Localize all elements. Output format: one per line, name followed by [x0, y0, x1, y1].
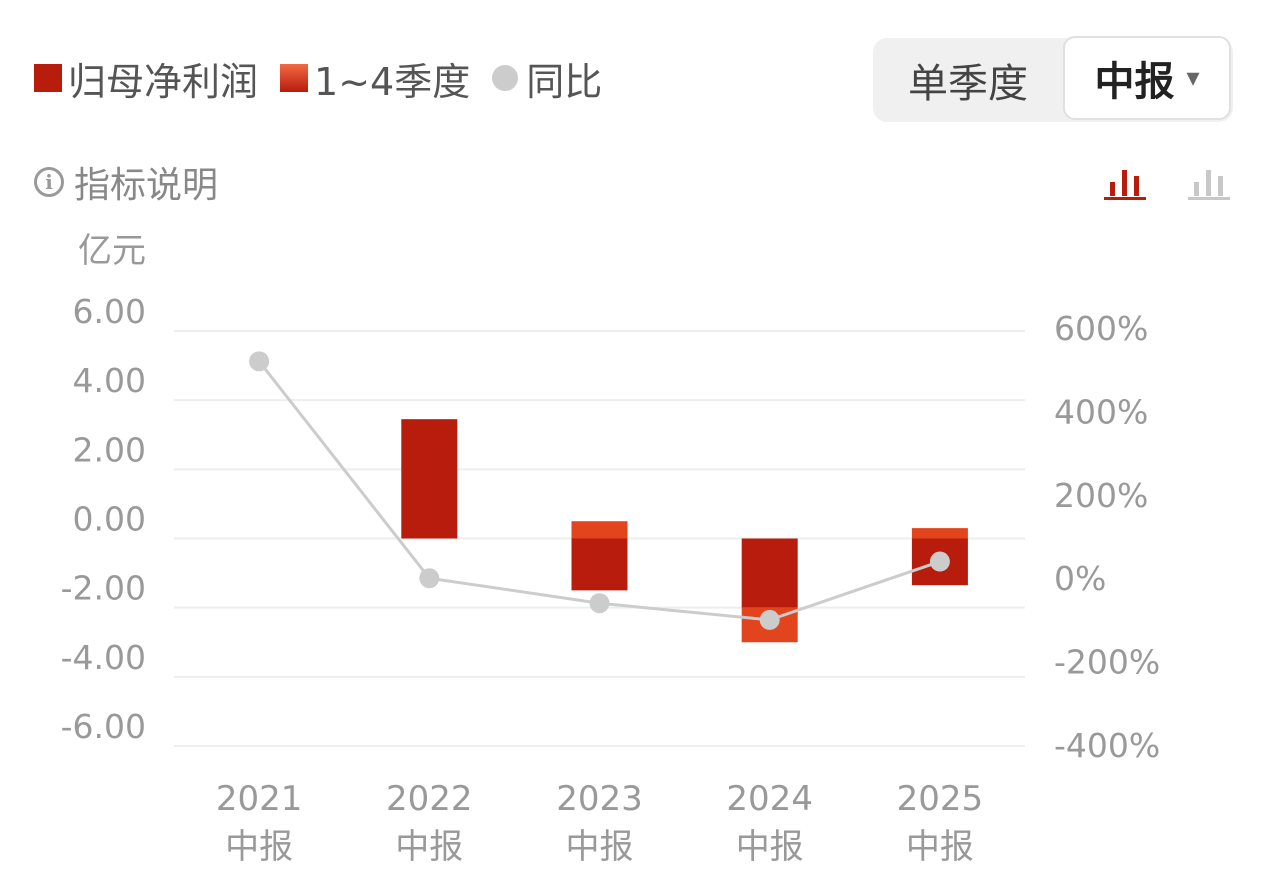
y-tick-label: 2.00 — [73, 430, 146, 469]
bar-net-profit — [741, 538, 798, 608]
legend-swatch-quarters — [280, 64, 309, 92]
y-tick-label: -4.00 — [61, 638, 146, 677]
y-axis-unit-label: 亿元 — [78, 231, 146, 271]
x-tick-label-period: 中报 — [225, 827, 293, 867]
y2-tick-label: 400% — [1054, 392, 1148, 431]
yoy-point — [929, 551, 950, 572]
y2-tick-label: 200% — [1054, 476, 1148, 515]
period-option-single-quarter[interactable]: 单季度 — [873, 38, 1063, 122]
legend-label-quarters: 1~4季度 — [314, 59, 471, 104]
legend-item-quarters: 1~4季度 — [280, 51, 470, 106]
bar-quarter-segment — [571, 521, 628, 539]
legend-item-net-profit: 归母净利润 — [34, 51, 258, 106]
chevron-down-icon: ▾ — [1186, 63, 1200, 93]
grouped-bar-chart-icon[interactable] — [1188, 160, 1230, 200]
y-tick-label: 0.00 — [73, 500, 146, 539]
yoy-point — [759, 609, 780, 630]
x-tick-label-year: 2022 — [386, 779, 473, 819]
indicator-explanation-label: 指标说明 — [74, 165, 219, 206]
bar-quarter-segment — [911, 528, 968, 539]
yoy-point — [249, 351, 270, 372]
x-tick-label-year: 2023 — [556, 779, 643, 819]
x-tick-label-period: 中报 — [906, 827, 974, 867]
stacked-bar-chart-icon[interactable] — [1104, 160, 1146, 200]
indicator-explanation-link[interactable]: i 指标说明 — [34, 158, 218, 206]
x-tick-label-year: 2025 — [897, 779, 984, 819]
legend-swatch-yoy — [492, 65, 519, 91]
x-tick-label-year: 2021 — [216, 779, 303, 819]
y-tick-label: 6.00 — [73, 292, 146, 331]
y2-tick-label: 600% — [1054, 309, 1148, 348]
y-tick-label: -6.00 — [61, 707, 146, 746]
chart-legend: 归母净利润 1~4季度 同比 — [34, 50, 624, 106]
legend-label-net-profit: 归母净利润 — [68, 59, 259, 104]
period-toggle: 单季度 中报 ▾ — [873, 36, 1233, 122]
legend-label-yoy: 同比 — [526, 59, 603, 104]
y2-tick-label: 0% — [1054, 559, 1106, 598]
period-option-single-quarter-label: 单季度 — [908, 61, 1028, 107]
yoy-point — [589, 593, 610, 614]
legend-swatch-net-profit — [34, 64, 62, 92]
x-tick-label-year: 2024 — [726, 779, 813, 819]
x-tick-label-period: 中报 — [736, 827, 804, 867]
bar-net-profit — [571, 538, 628, 591]
y-tick-label: 4.00 — [73, 361, 146, 400]
x-tick-label-period: 中报 — [395, 827, 463, 867]
y2-tick-label: -200% — [1054, 643, 1160, 682]
bar-net-profit — [401, 419, 458, 539]
legend-item-yoy: 同比 — [492, 51, 602, 106]
period-dropdown-interim[interactable]: 中报 ▾ — [1063, 36, 1231, 120]
y-tick-label: -2.00 — [61, 569, 146, 608]
y2-tick-label: -400% — [1054, 726, 1160, 765]
yoy-point — [419, 568, 440, 589]
info-icon: i — [34, 167, 64, 197]
x-tick-label-period: 中报 — [566, 827, 634, 867]
period-dropdown-label: 中报 — [1094, 59, 1175, 105]
